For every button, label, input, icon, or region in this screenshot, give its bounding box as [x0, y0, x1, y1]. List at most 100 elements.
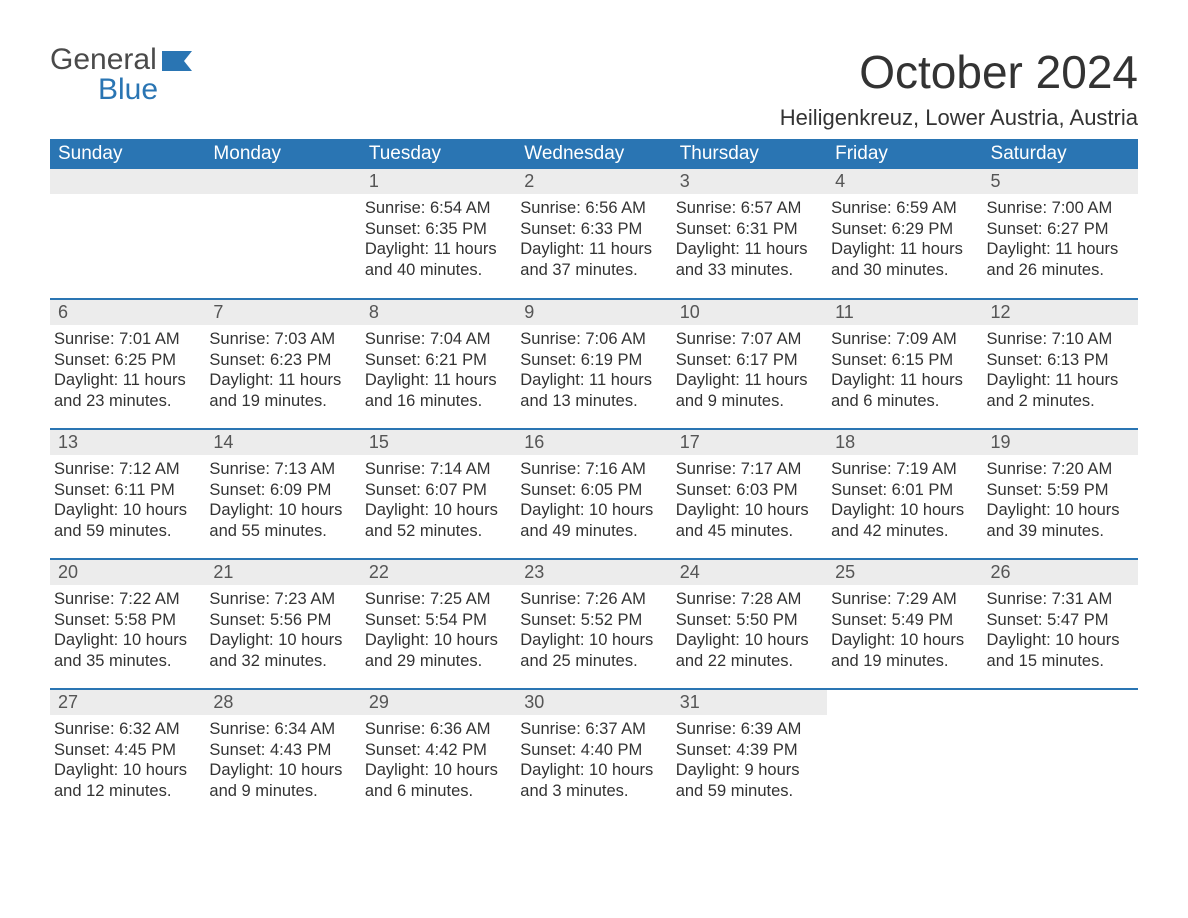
weekday-header: Tuesday — [361, 139, 516, 169]
logo-text: General Blue — [50, 45, 158, 105]
calendar-cell — [983, 689, 1138, 819]
calendar-cell: 27Sunrise: 6:32 AMSunset: 4:45 PMDayligh… — [50, 689, 205, 819]
day-data: Sunrise: 7:23 AMSunset: 5:56 PMDaylight:… — [205, 585, 360, 676]
sunset-line: Sunset: 6:17 PM — [676, 350, 819, 371]
day-data: Sunrise: 7:07 AMSunset: 6:17 PMDaylight:… — [672, 325, 827, 416]
daylight-line: and 52 minutes. — [365, 521, 508, 542]
sunrise-line: Sunrise: 6:54 AM — [365, 198, 508, 219]
daylight-line: Daylight: 10 hours — [54, 500, 197, 521]
day-data: Sunrise: 6:34 AMSunset: 4:43 PMDaylight:… — [205, 715, 360, 806]
sunset-line: Sunset: 5:58 PM — [54, 610, 197, 631]
sunset-line: Sunset: 4:43 PM — [209, 740, 352, 761]
daylight-line: Daylight: 10 hours — [54, 630, 197, 651]
daylight-line: Daylight: 11 hours — [676, 370, 819, 391]
calendar-cell — [205, 169, 360, 299]
daylight-line: and 6 minutes. — [831, 391, 974, 412]
day-data: Sunrise: 7:26 AMSunset: 5:52 PMDaylight:… — [516, 585, 671, 676]
sunrise-line: Sunrise: 7:29 AM — [831, 589, 974, 610]
logo: General Blue — [50, 45, 196, 105]
sunrise-line: Sunrise: 7:12 AM — [54, 459, 197, 480]
weekday-header: Sunday — [50, 139, 205, 169]
day-data: Sunrise: 7:04 AMSunset: 6:21 PMDaylight:… — [361, 325, 516, 416]
calendar-cell: 21Sunrise: 7:23 AMSunset: 5:56 PMDayligh… — [205, 559, 360, 689]
calendar-cell: 9Sunrise: 7:06 AMSunset: 6:19 PMDaylight… — [516, 299, 671, 429]
sunrise-line: Sunrise: 7:10 AM — [987, 329, 1130, 350]
day-number: 14 — [205, 430, 360, 455]
daylight-line: Daylight: 11 hours — [209, 370, 352, 391]
calendar-cell: 24Sunrise: 7:28 AMSunset: 5:50 PMDayligh… — [672, 559, 827, 689]
sunset-line: Sunset: 4:42 PM — [365, 740, 508, 761]
calendar-cell: 28Sunrise: 6:34 AMSunset: 4:43 PMDayligh… — [205, 689, 360, 819]
location: Heiligenkreuz, Lower Austria, Austria — [780, 105, 1138, 131]
day-number: 17 — [672, 430, 827, 455]
calendar-cell: 14Sunrise: 7:13 AMSunset: 6:09 PMDayligh… — [205, 429, 360, 559]
daylight-line: and 42 minutes. — [831, 521, 974, 542]
day-data: Sunrise: 7:10 AMSunset: 6:13 PMDaylight:… — [983, 325, 1138, 416]
sunrise-line: Sunrise: 7:09 AM — [831, 329, 974, 350]
sunset-line: Sunset: 4:39 PM — [676, 740, 819, 761]
day-number: 27 — [50, 690, 205, 715]
sunrise-line: Sunrise: 7:06 AM — [520, 329, 663, 350]
day-number: 8 — [361, 300, 516, 325]
day-data: Sunrise: 6:54 AMSunset: 6:35 PMDaylight:… — [361, 194, 516, 285]
weekday-header: Saturday — [983, 139, 1138, 169]
day-number: 5 — [983, 169, 1138, 194]
day-data: Sunrise: 7:06 AMSunset: 6:19 PMDaylight:… — [516, 325, 671, 416]
daylight-line: and 22 minutes. — [676, 651, 819, 672]
sunrise-line: Sunrise: 6:32 AM — [54, 719, 197, 740]
sunset-line: Sunset: 5:47 PM — [987, 610, 1130, 631]
sunrise-line: Sunrise: 7:20 AM — [987, 459, 1130, 480]
daylight-line: Daylight: 11 hours — [520, 370, 663, 391]
calendar-cell: 22Sunrise: 7:25 AMSunset: 5:54 PMDayligh… — [361, 559, 516, 689]
daylight-line: and 35 minutes. — [54, 651, 197, 672]
sunset-line: Sunset: 6:35 PM — [365, 219, 508, 240]
daylight-line: Daylight: 10 hours — [365, 630, 508, 651]
month-title: October 2024 — [780, 45, 1138, 99]
day-number: 3 — [672, 169, 827, 194]
sunset-line: Sunset: 6:11 PM — [54, 480, 197, 501]
calendar-cell: 17Sunrise: 7:17 AMSunset: 6:03 PMDayligh… — [672, 429, 827, 559]
sunset-line: Sunset: 5:49 PM — [831, 610, 974, 631]
day-data: Sunrise: 7:03 AMSunset: 6:23 PMDaylight:… — [205, 325, 360, 416]
day-data: Sunrise: 6:39 AMSunset: 4:39 PMDaylight:… — [672, 715, 827, 806]
calendar-cell: 18Sunrise: 7:19 AMSunset: 6:01 PMDayligh… — [827, 429, 982, 559]
logo-word1: General — [50, 45, 158, 75]
sunset-line: Sunset: 5:50 PM — [676, 610, 819, 631]
sunrise-line: Sunrise: 7:01 AM — [54, 329, 197, 350]
sunrise-line: Sunrise: 6:57 AM — [676, 198, 819, 219]
sunrise-line: Sunrise: 7:00 AM — [987, 198, 1130, 219]
daylight-line: and 16 minutes. — [365, 391, 508, 412]
sunrise-line: Sunrise: 7:28 AM — [676, 589, 819, 610]
sunset-line: Sunset: 6:07 PM — [365, 480, 508, 501]
sunset-line: Sunset: 6:29 PM — [831, 219, 974, 240]
day-number: 6 — [50, 300, 205, 325]
daylight-line: and 37 minutes. — [520, 260, 663, 281]
daylight-line: Daylight: 11 hours — [365, 370, 508, 391]
daylight-line: and 55 minutes. — [209, 521, 352, 542]
day-number: 12 — [983, 300, 1138, 325]
sunset-line: Sunset: 6:25 PM — [54, 350, 197, 371]
weekday-header: Thursday — [672, 139, 827, 169]
sunset-line: Sunset: 6:23 PM — [209, 350, 352, 371]
daylight-line: and 12 minutes. — [54, 781, 197, 802]
daylight-line: and 9 minutes. — [676, 391, 819, 412]
day-number: 23 — [516, 560, 671, 585]
daylight-line: Daylight: 11 hours — [365, 239, 508, 260]
sunrise-line: Sunrise: 7:07 AM — [676, 329, 819, 350]
logo-word2: Blue — [50, 75, 158, 105]
day-number: 9 — [516, 300, 671, 325]
calendar-cell: 8Sunrise: 7:04 AMSunset: 6:21 PMDaylight… — [361, 299, 516, 429]
weekday-header: Wednesday — [516, 139, 671, 169]
daylight-line: and 13 minutes. — [520, 391, 663, 412]
calendar-cell: 19Sunrise: 7:20 AMSunset: 5:59 PMDayligh… — [983, 429, 1138, 559]
sunrise-line: Sunrise: 6:39 AM — [676, 719, 819, 740]
day-number: 20 — [50, 560, 205, 585]
sunset-line: Sunset: 5:52 PM — [520, 610, 663, 631]
day-data: Sunrise: 7:09 AMSunset: 6:15 PMDaylight:… — [827, 325, 982, 416]
day-data: Sunrise: 6:32 AMSunset: 4:45 PMDaylight:… — [50, 715, 205, 806]
sunrise-line: Sunrise: 7:14 AM — [365, 459, 508, 480]
day-number: 26 — [983, 560, 1138, 585]
daylight-line: and 15 minutes. — [987, 651, 1130, 672]
day-number: 19 — [983, 430, 1138, 455]
sunrise-line: Sunrise: 6:56 AM — [520, 198, 663, 219]
